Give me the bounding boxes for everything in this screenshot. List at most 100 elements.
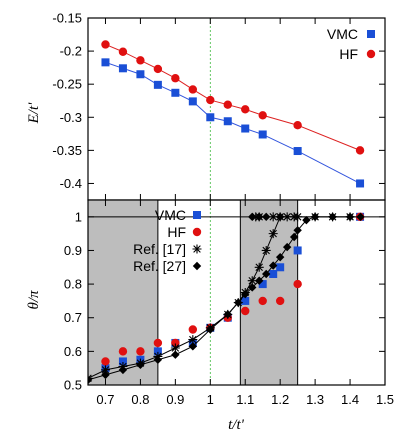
data-point bbox=[171, 74, 180, 83]
data-point bbox=[101, 40, 110, 49]
data-point bbox=[275, 296, 285, 306]
data-point bbox=[258, 280, 267, 289]
data-point bbox=[136, 70, 145, 79]
data-point bbox=[355, 146, 365, 155]
data-point bbox=[118, 347, 128, 356]
data-point bbox=[282, 242, 292, 252]
data-point bbox=[293, 226, 302, 235]
data-point bbox=[241, 124, 250, 133]
data-point bbox=[345, 212, 355, 222]
y-tick-label: 0.7 bbox=[64, 310, 82, 325]
x-tick-label: 1.5 bbox=[376, 392, 394, 407]
legend-marker bbox=[192, 261, 202, 271]
series-hf bbox=[101, 40, 365, 155]
x-tick-label: 1.1 bbox=[236, 392, 254, 407]
data-point bbox=[255, 212, 264, 222]
legend-marker bbox=[192, 227, 202, 237]
x-tick-label: 1 bbox=[207, 392, 214, 407]
data-point bbox=[262, 269, 271, 279]
data-point bbox=[248, 212, 257, 222]
data-point bbox=[241, 289, 250, 299]
plot-frame bbox=[87, 199, 386, 386]
data-point bbox=[268, 229, 278, 239]
data-point bbox=[241, 105, 250, 114]
data-point bbox=[88, 375, 93, 385]
top-y-axis-label: E/t' bbox=[26, 102, 42, 124]
x-tick-label: 1.2 bbox=[271, 392, 289, 407]
shaded-region bbox=[239, 200, 299, 385]
x-tick-label: 1.3 bbox=[306, 392, 324, 407]
data-point bbox=[188, 325, 198, 334]
data-point bbox=[153, 64, 163, 74]
y-tick-label: 0.9 bbox=[64, 243, 82, 258]
plot-area bbox=[88, 200, 385, 385]
x-tick-label: 0.7 bbox=[96, 392, 114, 407]
data-point bbox=[153, 355, 163, 364]
legend-label: Ref. [17] bbox=[133, 241, 186, 257]
shaded-region bbox=[88, 200, 159, 385]
data-point bbox=[293, 147, 302, 156]
data-point bbox=[275, 212, 285, 222]
data-point bbox=[118, 47, 128, 56]
y-tick-label: 1 bbox=[75, 209, 82, 224]
data-point bbox=[356, 179, 365, 188]
data-point bbox=[188, 97, 197, 106]
y-tick-label: -0.25 bbox=[52, 77, 82, 92]
data-point bbox=[188, 335, 198, 345]
data-point bbox=[206, 325, 215, 334]
data-point bbox=[223, 310, 232, 319]
series-vmc bbox=[101, 58, 365, 188]
data-point bbox=[275, 252, 285, 262]
data-point bbox=[293, 246, 302, 255]
data-point bbox=[206, 95, 215, 105]
bottom-panel: 0.5 0.6 0.7 0.8 0.9 1 0.7 0.8 0.9 1 1.1 1.2 1.3 1.4 1.… bbox=[64, 199, 394, 407]
data-point bbox=[293, 121, 302, 130]
data-point bbox=[328, 212, 337, 222]
data-point bbox=[101, 370, 110, 380]
y-tick-label: -0.15 bbox=[52, 11, 82, 26]
y-tick-label: -0.4 bbox=[60, 176, 82, 191]
data-point bbox=[289, 232, 299, 242]
y-tick-label: 0.6 bbox=[64, 344, 82, 359]
top-panel: -0.15 -0.2 -0.25 -0.3 -0.35 -0.4 VMC HF bbox=[52, 11, 386, 201]
y-tick-label: -0.3 bbox=[60, 110, 82, 125]
data-point bbox=[170, 343, 180, 353]
data-point bbox=[223, 117, 232, 126]
legend-marker bbox=[367, 30, 375, 38]
data-point bbox=[258, 296, 267, 306]
data-point bbox=[241, 306, 250, 316]
data-point bbox=[171, 338, 180, 348]
data-point bbox=[101, 357, 110, 366]
data-point bbox=[101, 58, 110, 67]
data-point bbox=[268, 261, 278, 270]
series-ref-27 bbox=[88, 212, 365, 385]
data-point bbox=[118, 365, 128, 375]
x-axis-label: t/t' bbox=[228, 417, 245, 433]
data-point bbox=[282, 212, 292, 222]
series-line bbox=[105, 61, 361, 184]
data-point bbox=[302, 215, 311, 225]
data-point bbox=[241, 296, 250, 305]
data-point bbox=[255, 276, 264, 285]
legend-marker bbox=[192, 244, 202, 254]
bottom-y-axis-label: θ/π bbox=[26, 290, 42, 310]
series-hf bbox=[101, 212, 365, 366]
data-point bbox=[356, 212, 365, 222]
legend-label: Ref. [27] bbox=[133, 258, 186, 274]
data-point bbox=[153, 80, 162, 89]
data-point bbox=[136, 347, 145, 356]
data-point bbox=[118, 357, 127, 366]
data-point bbox=[258, 111, 267, 120]
data-point bbox=[188, 85, 198, 94]
data-point bbox=[293, 279, 302, 289]
x-tick-label: 0.9 bbox=[166, 392, 184, 407]
legend-marker bbox=[193, 211, 201, 219]
data-point bbox=[153, 347, 162, 356]
data-point bbox=[293, 212, 303, 222]
data-point bbox=[268, 212, 278, 222]
legend-label: HF bbox=[339, 46, 358, 62]
legend: VMC HF bbox=[327, 26, 376, 62]
data-point bbox=[206, 113, 215, 122]
